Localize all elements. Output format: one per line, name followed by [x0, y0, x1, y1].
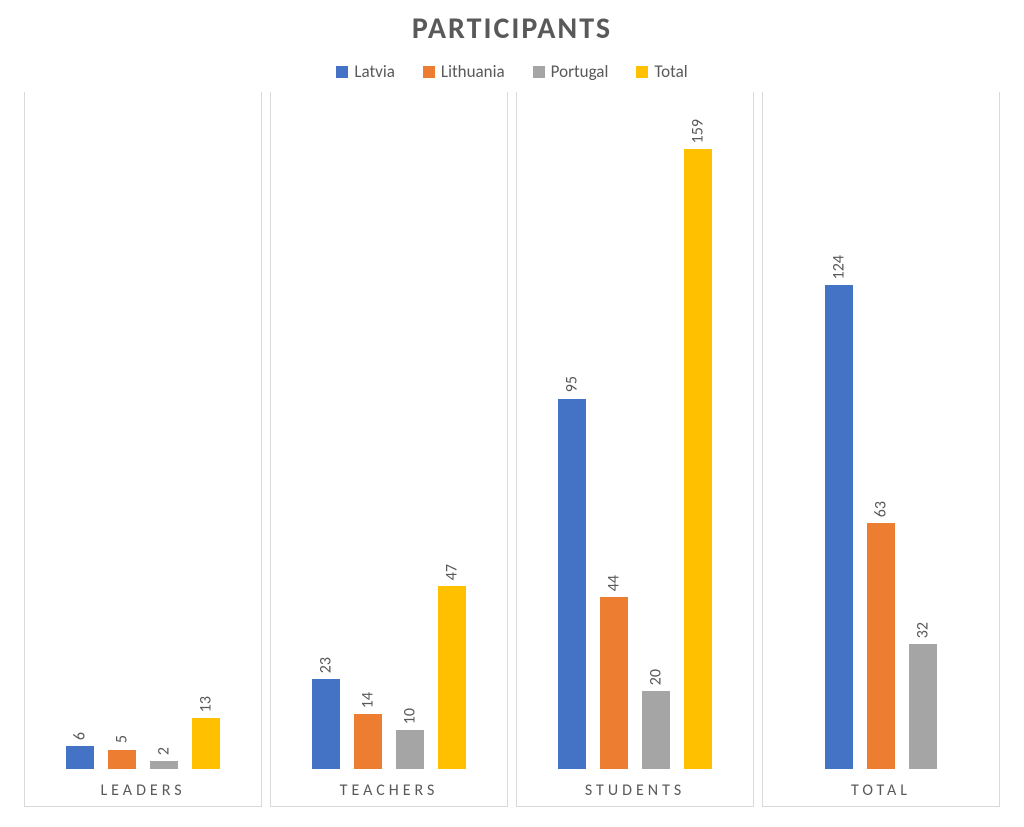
chart-title: PARTICIPANTS	[20, 10, 1004, 47]
legend-swatch	[533, 66, 545, 78]
bar-value-label: 20	[647, 665, 666, 685]
bar-wrap: 47	[438, 92, 466, 769]
category-label: TEACHERS	[271, 769, 507, 806]
legend: Latvia Lithuania Portugal Total	[20, 61, 1004, 82]
bars-region: 124 63 32	[763, 92, 999, 769]
bar-wrap: 14	[354, 92, 382, 769]
bar-wrap: 13	[192, 92, 220, 769]
legend-label: Latvia	[354, 61, 395, 82]
legend-swatch	[636, 66, 648, 78]
bar-wrap: 159	[684, 92, 712, 769]
bar	[558, 399, 586, 769]
bar	[438, 586, 466, 769]
bar	[312, 679, 340, 769]
bar-value-label: 2	[155, 743, 174, 755]
bar-value-label: 23	[317, 653, 336, 673]
legend-swatch	[336, 66, 348, 78]
legend-label: Portugal	[551, 61, 609, 82]
legend-item: Lithuania	[423, 61, 505, 82]
bar	[825, 285, 853, 769]
bar-value-label: 10	[401, 704, 420, 724]
bar-value-label: 6	[71, 728, 90, 740]
bar-wrap: 44	[600, 92, 628, 769]
bar-value-label: 13	[197, 692, 216, 712]
bar	[192, 718, 220, 769]
chart-container: PARTICIPANTS Latvia Lithuania Portugal Tota…	[0, 0, 1024, 827]
plot-area: 6 5 2 13 LEADERS 23 14 10 47 TEACHERS 95 44 20 159 STU…	[20, 92, 1004, 807]
bar	[642, 691, 670, 769]
bar	[396, 730, 424, 769]
category-label: LEADERS	[25, 769, 261, 806]
bar	[354, 714, 382, 769]
bar-wrap: 20	[642, 92, 670, 769]
bar	[108, 750, 136, 769]
bar	[150, 761, 178, 769]
bar-wrap: 10	[396, 92, 424, 769]
bar-value-label: 159	[689, 115, 708, 143]
bar-value-label: 95	[563, 372, 582, 392]
bar-value-label: 14	[359, 688, 378, 708]
legend-item: Total	[636, 61, 687, 82]
bar-value-label: 47	[443, 560, 462, 580]
category-group: 124 63 32 TOTAL	[762, 92, 1000, 807]
bar	[600, 597, 628, 769]
bar-value-label: 44	[605, 571, 624, 591]
bar-wrap: 23	[312, 92, 340, 769]
category-label: TOTAL	[763, 769, 999, 806]
bars-region: 23 14 10 47	[271, 92, 507, 769]
bar-value-label: 63	[872, 497, 891, 517]
category-group: 95 44 20 159 STUDENTS	[516, 92, 754, 807]
bar-wrap: 124	[825, 92, 853, 769]
legend-label: Lithuania	[441, 61, 505, 82]
bar-wrap: 2	[150, 92, 178, 769]
bar-wrap: 63	[867, 92, 895, 769]
legend-swatch	[423, 66, 435, 78]
category-label: STUDENTS	[517, 769, 753, 806]
bar-wrap: 95	[558, 92, 586, 769]
bar-wrap: 32	[909, 92, 937, 769]
bar-wrap: 6	[66, 92, 94, 769]
bar	[909, 644, 937, 769]
bar	[867, 523, 895, 769]
bar-value-label: 5	[113, 731, 132, 743]
bars-region: 6 5 2 13	[25, 92, 261, 769]
bar-wrap: 5	[108, 92, 136, 769]
bar	[684, 149, 712, 769]
legend-item: Portugal	[533, 61, 609, 82]
bar-value-label: 32	[914, 618, 933, 638]
bar	[66, 746, 94, 769]
bar-value-label: 124	[830, 251, 849, 279]
legend-label: Total	[654, 61, 687, 82]
category-group: 23 14 10 47 TEACHERS	[270, 92, 508, 807]
category-group: 6 5 2 13 LEADERS	[24, 92, 262, 807]
bars-region: 95 44 20 159	[517, 92, 753, 769]
legend-item: Latvia	[336, 61, 395, 82]
